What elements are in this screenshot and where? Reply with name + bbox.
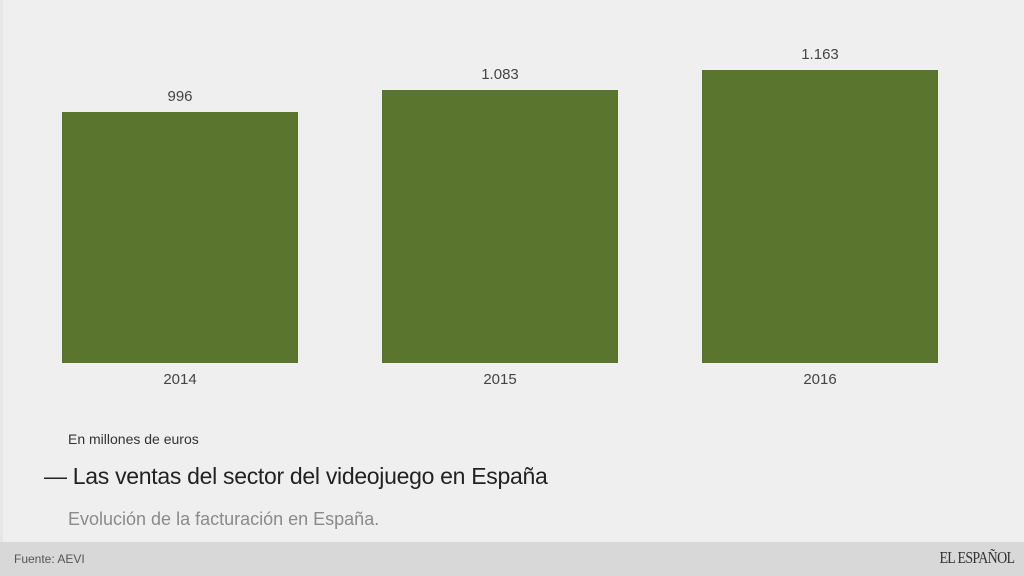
left-border bbox=[0, 0, 3, 542]
value-label-2016: 1.163 bbox=[801, 46, 839, 63]
chart-title: — Las ventas del sector del videojuego e… bbox=[44, 463, 548, 490]
brand-logo: EL ESPAÑOL bbox=[939, 548, 1015, 567]
source-label: Fuente: AEVI bbox=[14, 552, 85, 566]
bar-2014 bbox=[62, 112, 298, 363]
value-label-2015: 1.083 bbox=[481, 66, 519, 83]
category-label-2015: 2015 bbox=[483, 371, 517, 388]
value-label-2014: 996 bbox=[167, 88, 193, 105]
bar-chart: 996 2014 1.083 2015 1.163 2016 bbox=[62, 46, 938, 388]
unit-note: En millones de euros bbox=[68, 431, 199, 447]
category-label-2016: 2016 bbox=[803, 371, 837, 388]
bar-2015 bbox=[382, 90, 618, 363]
category-label-2014: 2014 bbox=[163, 371, 197, 388]
footer-bar: Fuente: AEVI EL ESPAÑOL bbox=[0, 542, 1024, 576]
title-dash: — bbox=[44, 463, 67, 489]
title-text: Las ventas del sector del videojuego en … bbox=[72, 463, 548, 489]
chart-subtitle: Evolución de la facturación en España. bbox=[68, 509, 380, 529]
bar-2016 bbox=[702, 70, 938, 363]
